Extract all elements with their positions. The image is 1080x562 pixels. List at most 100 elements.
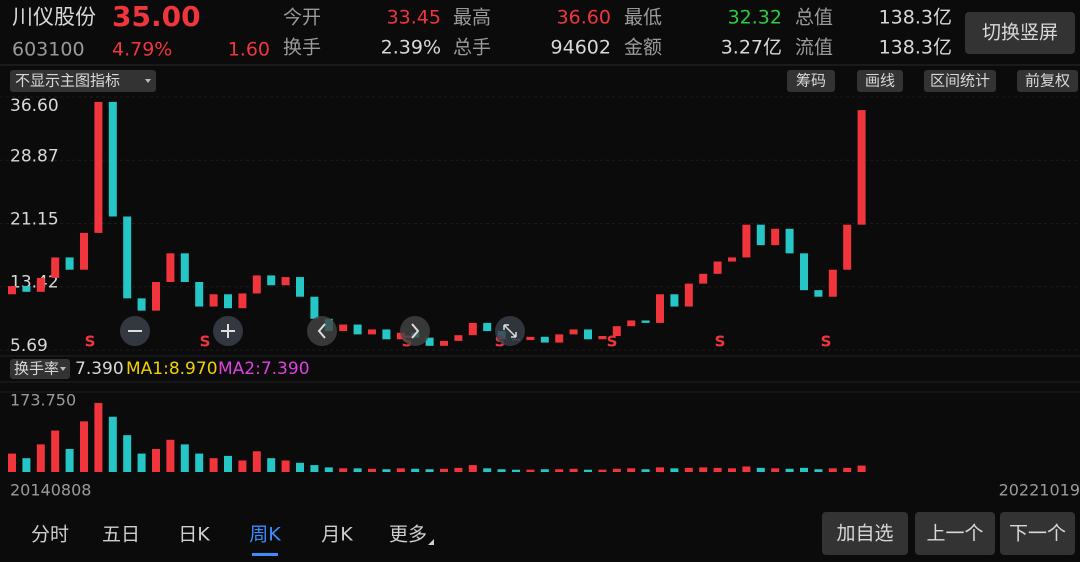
candle xyxy=(800,253,808,291)
candle xyxy=(281,277,290,286)
stat-value: 138.3亿 xyxy=(879,7,952,29)
volume-bar xyxy=(641,469,650,472)
scroll-left[interactable] xyxy=(307,316,337,346)
tab[interactable]: 分时 xyxy=(31,524,69,546)
tab[interactable]: 月K xyxy=(321,524,353,546)
volume-bar xyxy=(756,467,765,472)
candle xyxy=(224,294,232,309)
y-tick-label: 36.60 xyxy=(10,96,59,116)
candle xyxy=(166,253,175,282)
tool-button[interactable] xyxy=(1017,70,1078,92)
plus-icon xyxy=(221,324,235,338)
candle xyxy=(152,281,160,311)
volume-bar xyxy=(152,448,160,472)
left-icon xyxy=(317,323,326,339)
candle xyxy=(353,324,362,335)
dropdown-arrow xyxy=(60,367,66,371)
orientation-button[interactable] xyxy=(965,12,1075,54)
volume-bar xyxy=(699,467,708,472)
volume-bar xyxy=(627,468,636,472)
volume-bar xyxy=(339,468,348,472)
candle xyxy=(598,336,607,340)
y-tick-label: 28.87 xyxy=(10,146,59,166)
candle xyxy=(65,257,74,270)
candle xyxy=(785,228,794,254)
candle xyxy=(612,326,621,337)
volume-bar xyxy=(425,469,434,472)
tab[interactable]: 五日 xyxy=(102,524,140,546)
candle xyxy=(180,253,189,282)
volume-bar xyxy=(8,453,16,472)
volume-bar xyxy=(483,468,492,472)
y-tick-label: 13.42 xyxy=(10,273,59,293)
nav-controls xyxy=(120,316,525,346)
stat-value: 33.45 xyxy=(387,7,441,29)
signal-marker: S xyxy=(85,333,96,351)
tab[interactable]: 更多 xyxy=(389,524,427,546)
stat-value: 3.27亿 xyxy=(721,37,782,59)
candle xyxy=(641,320,650,323)
volume-bar xyxy=(612,468,621,472)
candle xyxy=(771,228,780,246)
tool-button[interactable] xyxy=(924,70,996,92)
candle xyxy=(584,329,592,340)
volume-bar xyxy=(267,458,276,472)
candle xyxy=(526,336,535,341)
candle xyxy=(540,336,549,343)
candle xyxy=(843,224,852,270)
action-button[interactable] xyxy=(1000,512,1075,555)
volume-bar xyxy=(65,448,74,472)
buttons: 加自选 上一个 下一个 xyxy=(822,512,1075,555)
signal-marker: S xyxy=(607,333,618,351)
start-date: 20140808 xyxy=(10,481,91,500)
orientation-label: 切换竖屏 xyxy=(982,22,1058,44)
volume-bar xyxy=(94,402,103,472)
candle xyxy=(670,294,679,307)
price: 35.00 xyxy=(112,0,201,33)
volume-bar xyxy=(540,469,549,472)
indicator-menu[interactable] xyxy=(10,70,156,92)
volume-bar xyxy=(656,467,664,472)
candle xyxy=(137,298,146,311)
candle xyxy=(22,286,31,292)
volume-bar xyxy=(411,468,420,472)
stat-label: 流值 xyxy=(795,37,833,59)
signal-marker: S xyxy=(715,333,726,351)
volume-bar xyxy=(123,435,132,472)
stat-label: 今开 xyxy=(283,7,321,29)
signal-marker: S xyxy=(821,333,832,351)
volume-bar xyxy=(512,469,520,472)
volume-bar xyxy=(857,465,866,472)
volume-bar xyxy=(497,469,506,472)
stat-label: 最高 xyxy=(453,7,491,29)
indicator-select[interactable] xyxy=(10,359,70,379)
action-button[interactable] xyxy=(915,512,995,555)
volume-bar xyxy=(108,416,117,472)
candle xyxy=(51,257,60,278)
stat-label: 总手 xyxy=(453,37,491,59)
tool-button[interactable] xyxy=(787,70,835,92)
candle xyxy=(468,322,477,336)
scroll-right[interactable] xyxy=(400,316,430,346)
action-button[interactable] xyxy=(822,512,908,555)
volume-bar xyxy=(670,468,679,472)
volume-bar xyxy=(440,468,448,472)
stock-code: 603100 xyxy=(12,39,85,61)
tab[interactable]: 日K xyxy=(178,524,210,546)
candle xyxy=(368,329,376,335)
candle xyxy=(36,277,45,292)
tab[interactable]: 周K xyxy=(249,524,281,546)
volume-bar xyxy=(296,462,304,472)
tool-label: 前复权 xyxy=(1025,72,1070,90)
tool-button[interactable] xyxy=(857,70,903,92)
candle xyxy=(756,224,765,246)
candle xyxy=(569,329,578,335)
action-label: 上一个 xyxy=(926,523,983,545)
volume-bar xyxy=(843,467,852,472)
candle xyxy=(396,332,405,340)
candle xyxy=(555,334,564,343)
action-label: 加自选 xyxy=(836,523,893,545)
volume-bar xyxy=(569,468,578,472)
volume-bar xyxy=(785,468,794,472)
